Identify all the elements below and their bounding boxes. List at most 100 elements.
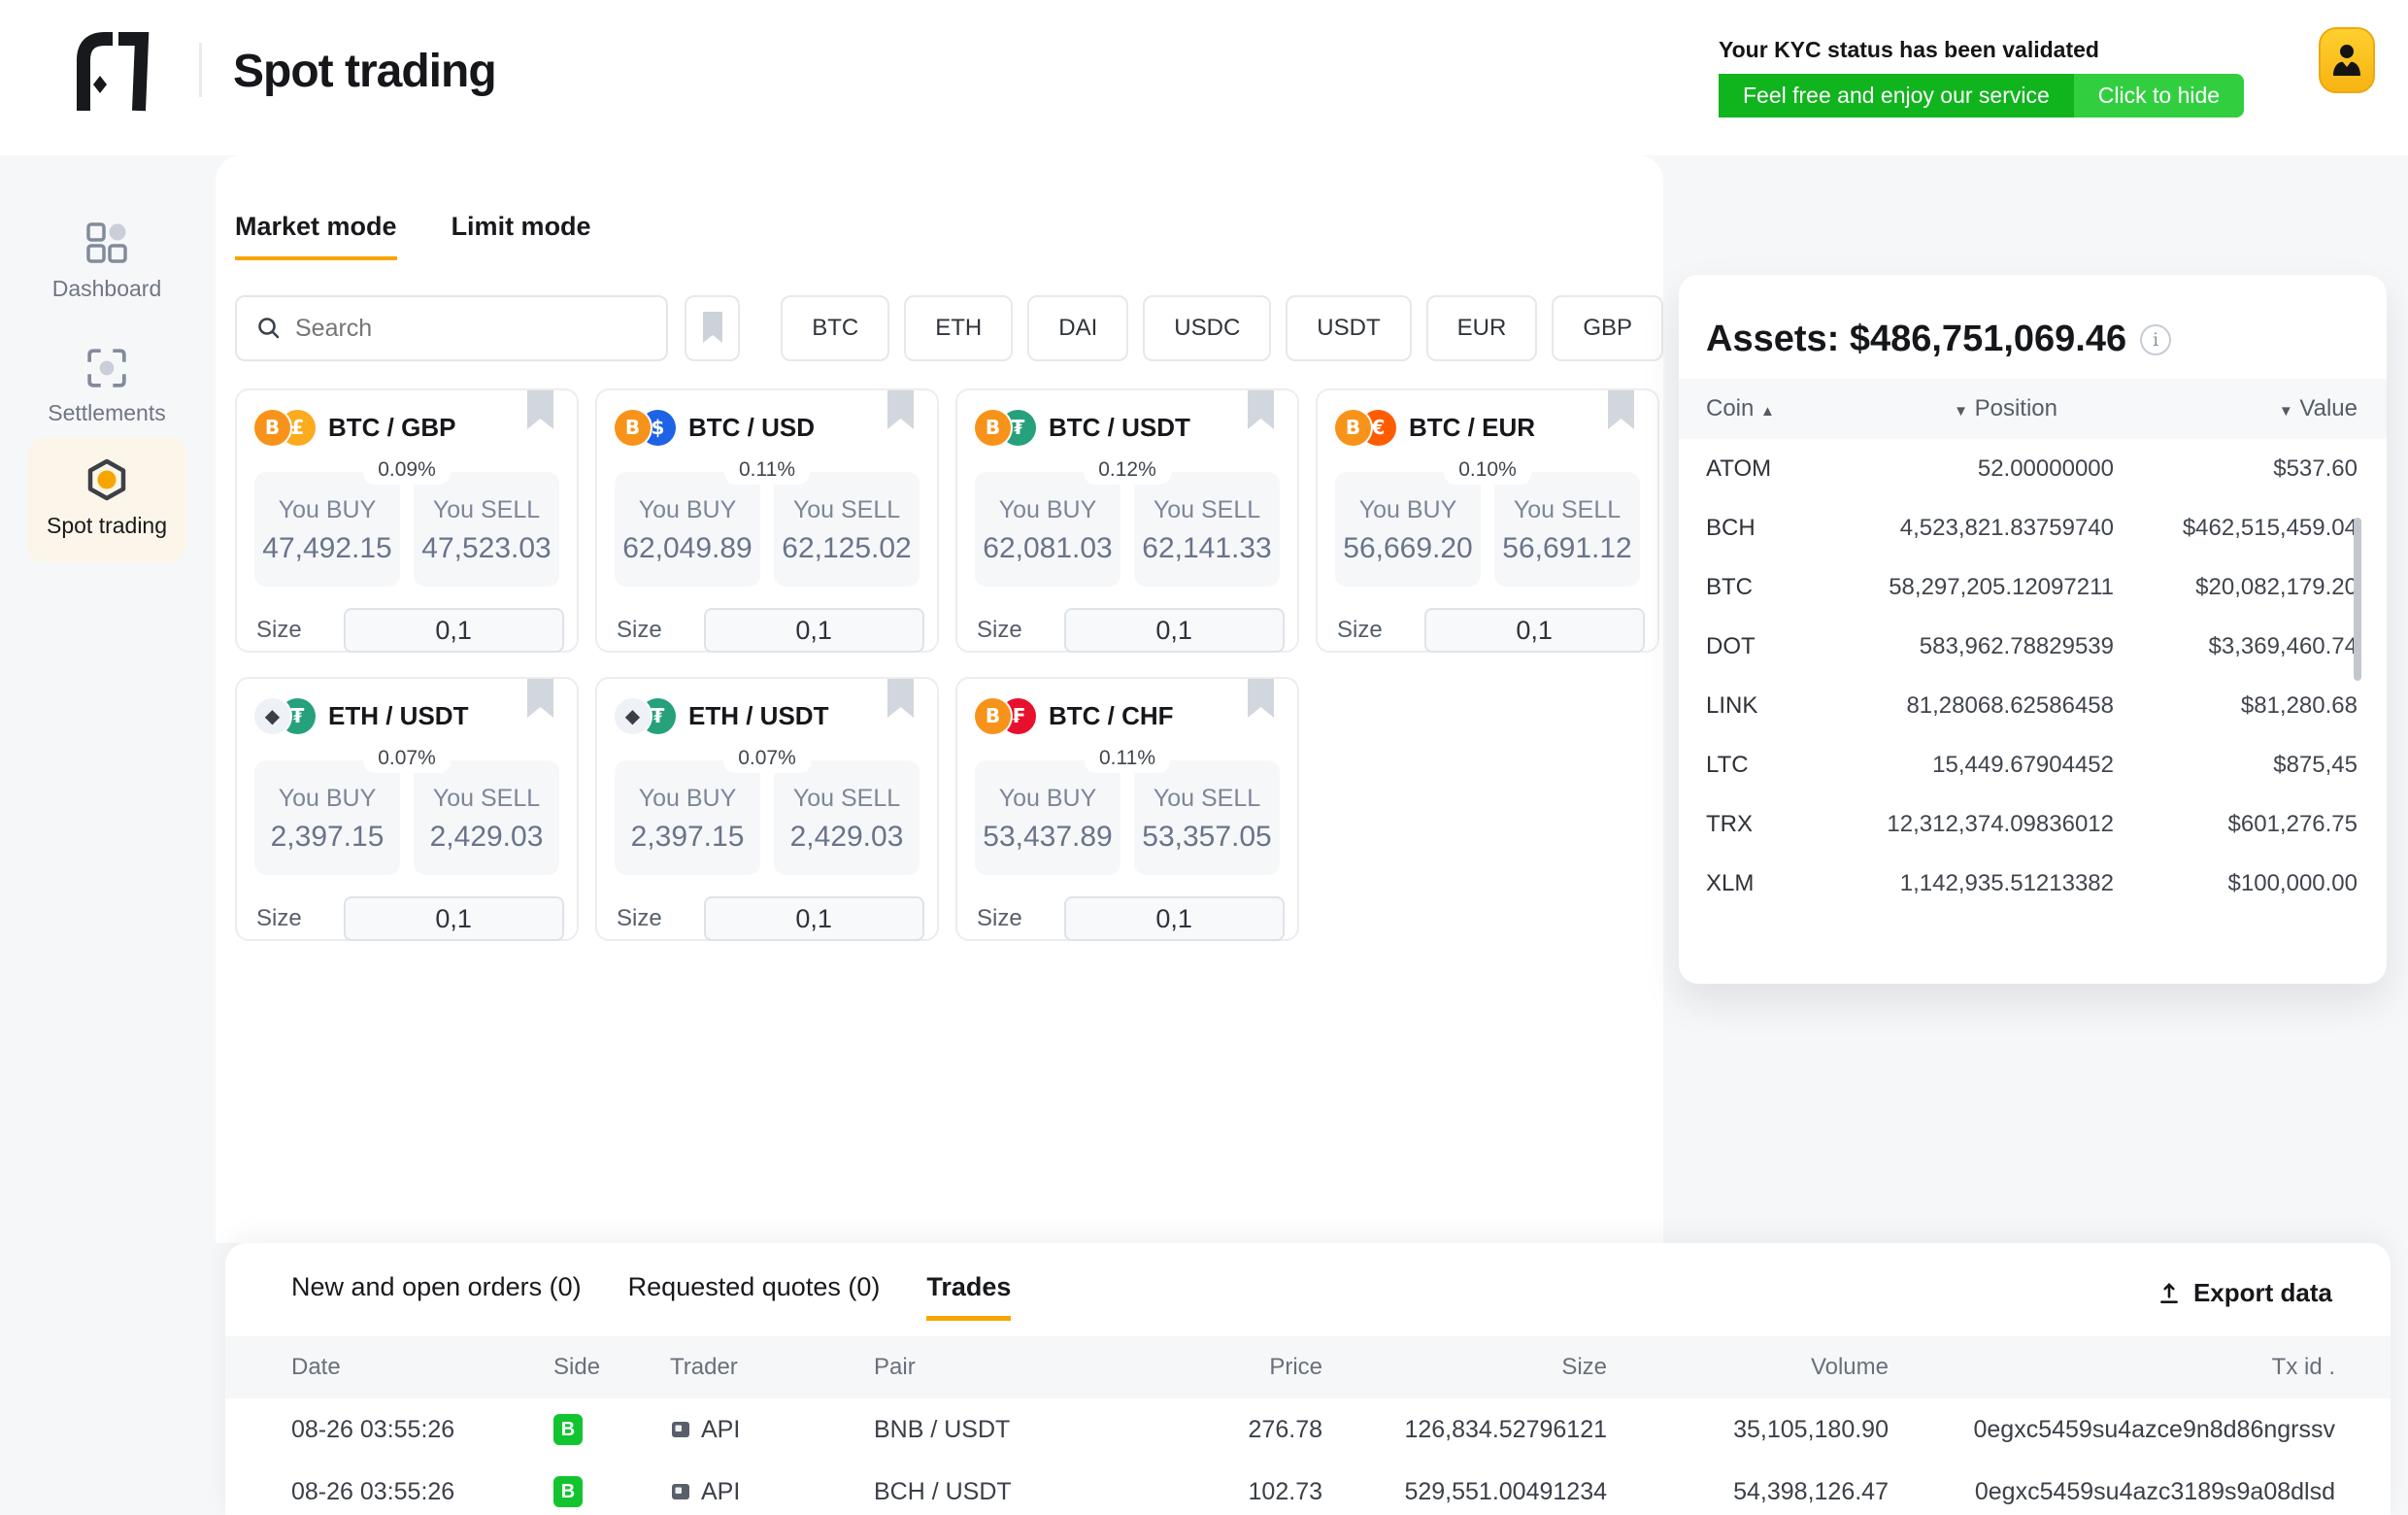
orders-tabs: New and open orders (0) Requested quotes…	[225, 1243, 2391, 1321]
asset-row[interactable]: LINK 81,28068.62586458 $81,280.68	[1679, 676, 2387, 735]
column-header-volume[interactable]: Volume	[1810, 1354, 1889, 1380]
column-header-pair[interactable]: Pair	[874, 1354, 916, 1380]
trade-trader: API	[670, 1478, 874, 1506]
asset-row[interactable]: ATOM 52.00000000 $537.60	[1679, 439, 2387, 498]
asset-row[interactable]: DOT 583,962.78829539 $3,369,460.74	[1679, 617, 2387, 676]
bookmark-icon[interactable]	[1248, 390, 1274, 429]
tab-market-mode[interactable]: Market mode	[235, 212, 397, 260]
kyc-banner: Feel free and enjoy our service Click to…	[1719, 74, 2245, 118]
size-input[interactable]	[1063, 608, 1285, 653]
asset-row[interactable]: TRX 12,312,374.09836012 $601,276.75	[1679, 794, 2387, 854]
spread-badge: 0.09%	[363, 455, 451, 485]
column-header-position[interactable]: ▼ Position	[1954, 395, 2057, 421]
currency-filter-group: BTC ETH DAI USDC USDT EUR GBP	[781, 295, 1663, 361]
quote-row: 0.11% You BUY 62,049.89 You SELL 62,125.…	[615, 455, 920, 587]
trade-price: 102.73	[1248, 1477, 1322, 1505]
asset-row[interactable]: BTC 58,297,205.12097211 $20,082,179.20	[1679, 557, 2387, 617]
buy-quote-button[interactable]: You BUY 2,397.15	[254, 760, 400, 875]
profile-button[interactable]	[2319, 27, 2375, 93]
sell-quote-button[interactable]: You SELL 2,429.03	[774, 760, 920, 875]
sell-quote-button[interactable]: You SELL 56,691.12	[1494, 472, 1640, 587]
column-header-trader[interactable]: Trader	[670, 1354, 738, 1380]
bookmark-filter-button[interactable]	[685, 295, 741, 361]
market-panel: Market mode Limit mode BT	[216, 155, 1663, 1243]
size-label: Size	[1337, 617, 1383, 643]
sort-desc-icon: ▼	[1954, 403, 1968, 420]
sidebar-item-settlements[interactable]: Settlements	[27, 348, 186, 426]
sell-quote-button[interactable]: You SELL 47,523.03	[414, 472, 559, 587]
currency-filter-button[interactable]: USDC	[1143, 295, 1272, 361]
pair-name: BTC / EUR	[1409, 412, 1535, 442]
buy-quote-button[interactable]: You BUY 56,669.20	[1335, 472, 1481, 587]
currency-filter-button[interactable]: BTC	[781, 295, 890, 361]
column-header-txid[interactable]: Tx id .	[2271, 1354, 2335, 1380]
sell-price: 62,125.02	[782, 532, 912, 564]
scrollbar-thumb[interactable]	[2354, 518, 2361, 681]
currency-filter-button[interactable]: USDT	[1286, 295, 1412, 361]
buy-label: You BUY	[998, 496, 1097, 523]
base-coin-icon: B	[615, 409, 651, 446]
currency-filter-button[interactable]: DAI	[1027, 295, 1129, 361]
tab-trades[interactable]: Trades	[926, 1272, 1012, 1321]
sidebar-item-spot-trading[interactable]: Spot trading	[27, 437, 186, 562]
sell-quote-button[interactable]: You SELL 62,125.02	[774, 472, 920, 587]
sell-quote-button[interactable]: You SELL 62,141.33	[1134, 472, 1280, 587]
trade-date: 08-26 03:55:26	[291, 1415, 455, 1443]
kyc-hide-button[interactable]: Click to hide	[2073, 74, 2245, 118]
buy-quote-button[interactable]: You BUY 53,437.89	[975, 760, 1120, 875]
tab-new-open-orders[interactable]: New and open orders (0)	[291, 1272, 582, 1301]
export-icon	[2157, 1281, 2182, 1306]
currency-filter-button[interactable]: EUR	[1425, 295, 1538, 361]
buy-quote-button[interactable]: You BUY 62,049.89	[615, 472, 760, 587]
size-input[interactable]	[343, 608, 564, 653]
search-box[interactable]	[235, 295, 669, 361]
buy-quote-button[interactable]: You BUY 62,081.03	[975, 472, 1120, 587]
size-input[interactable]	[343, 896, 564, 941]
size-row: Size	[615, 896, 924, 941]
sidebar-item-label: Dashboard	[51, 276, 162, 301]
column-header-side[interactable]: Side	[553, 1354, 601, 1380]
column-header-date[interactable]: Date	[291, 1354, 341, 1380]
asset-position: 4,523,821.83759740	[1899, 514, 2114, 541]
search-input[interactable]	[295, 314, 648, 343]
column-header-coin[interactable]: Coin ▲	[1706, 395, 1775, 421]
currency-filter-button[interactable]: GBP	[1552, 295, 1663, 361]
sort-desc-icon: ▼	[2278, 403, 2293, 420]
quote-row: 0.10% You BUY 56,669.20 You SELL 56,691.…	[1335, 455, 1640, 587]
sidebar-item-dashboard[interactable]: Dashboard	[27, 221, 186, 302]
size-input[interactable]	[1423, 608, 1645, 653]
bookmark-icon[interactable]	[1608, 390, 1634, 429]
asset-coin: ATOM	[1706, 454, 1772, 482]
pair-card: B $ BTC / USD 0.11% You BUY 62,049.89	[595, 388, 939, 653]
asset-row[interactable]: XLM 1,142,935.51213382 $100,000.00	[1679, 854, 2387, 913]
asset-row[interactable]: LTC 15,449.67904452 $875,45	[1679, 735, 2387, 794]
asset-row[interactable]: BCH 4,523,821.83759740 $462,515,459.04	[1679, 498, 2387, 557]
sell-quote-button[interactable]: You SELL 53,357.05	[1134, 760, 1280, 875]
side-buy-badge: B	[553, 1476, 583, 1508]
export-data-button[interactable]: Export data	[2157, 1278, 2332, 1308]
bookmark-icon[interactable]	[887, 390, 914, 429]
tab-requested-quotes[interactable]: Requested quotes (0)	[627, 1272, 881, 1301]
sell-label: You SELL	[792, 496, 901, 523]
buy-quote-button[interactable]: You BUY 47,492.15	[254, 472, 400, 587]
bookmark-icon[interactable]	[887, 679, 914, 718]
column-header-size[interactable]: Size	[1561, 1354, 1607, 1380]
currency-filter-button[interactable]: ETH	[904, 295, 1014, 361]
pair-card-header: ◆ ₮ ETH / USDT	[615, 679, 920, 735]
info-icon[interactable]: i	[2140, 323, 2172, 355]
sell-quote-button[interactable]: You SELL 2,429.03	[414, 760, 559, 875]
tab-limit-mode[interactable]: Limit mode	[451, 212, 591, 241]
pair-card: B £ BTC / GBP 0.09% You BUY 47,492.15	[235, 388, 579, 653]
column-header-value[interactable]: ▼ Value	[2278, 395, 2358, 421]
buy-quote-button[interactable]: You BUY 2,397.15	[615, 760, 760, 875]
size-input[interactable]	[1063, 896, 1285, 941]
size-input[interactable]	[703, 608, 924, 653]
column-header-price[interactable]: Price	[1269, 1354, 1322, 1380]
bookmark-icon[interactable]	[1248, 679, 1274, 718]
bookmark-icon[interactable]	[527, 390, 553, 429]
trade-size: 126,834.52796121	[1404, 1415, 1607, 1443]
asset-position: 15,449.67904452	[1932, 751, 2114, 778]
company-logo[interactable]	[70, 27, 155, 117]
size-input[interactable]	[703, 896, 924, 941]
bookmark-icon[interactable]	[527, 679, 553, 718]
